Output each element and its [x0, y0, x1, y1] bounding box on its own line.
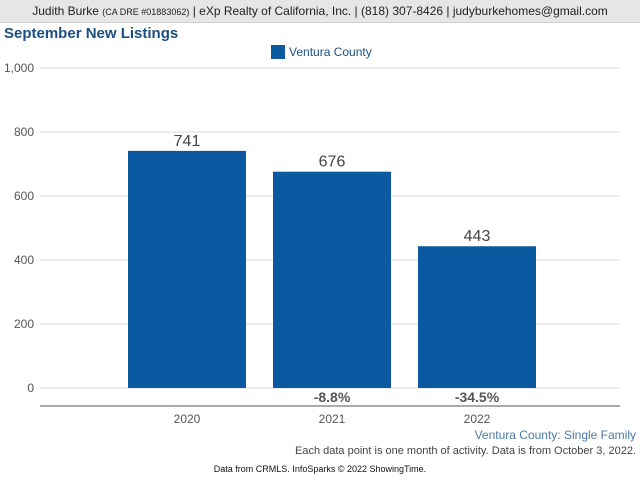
y-tick-label: 600: [14, 189, 34, 203]
y-tick-label: 400: [14, 253, 34, 267]
y-tick-label: 200: [14, 317, 34, 331]
bar: [273, 171, 391, 388]
y-tick-label: 1,000: [4, 61, 34, 75]
y-tick-label: 0: [27, 381, 34, 395]
percent-change-label: -34.5%: [455, 389, 500, 405]
bar-value-label: 676: [319, 154, 346, 171]
agent-contact-info: | eXp Realty of California, Inc. | (818)…: [192, 4, 608, 18]
legend-swatch: [271, 45, 285, 59]
y-tick-label: 800: [14, 125, 34, 139]
bar-value-label: 443: [464, 228, 491, 245]
data-source-footer: Data from CRMLS. InfoSparks © 2022 Showi…: [213, 464, 427, 474]
x-tick-label: 2020: [174, 412, 201, 426]
bar: [128, 150, 246, 388]
percent-change-label: -8.8%: [314, 389, 351, 405]
chart-subtitle: Ventura County: Single Family: [474, 428, 636, 442]
agent-name: Judith Burke: [32, 4, 99, 18]
x-tick-label: 2021: [319, 412, 346, 426]
agent-license: (CA DRE #01883062): [102, 7, 190, 17]
bar-value-label: 741: [174, 133, 201, 150]
bar: [418, 246, 536, 388]
agent-header-bar: Judith Burke (CA DRE #01883062) | eXp Re…: [0, 0, 640, 23]
data-note: Each data point is one month of activity…: [295, 445, 636, 457]
chart-legend[interactable]: Ventura County: [271, 45, 372, 59]
x-tick-label: 2022: [464, 412, 491, 426]
chart-title: September New Listings: [4, 25, 179, 42]
legend-label: Ventura County: [289, 45, 372, 59]
